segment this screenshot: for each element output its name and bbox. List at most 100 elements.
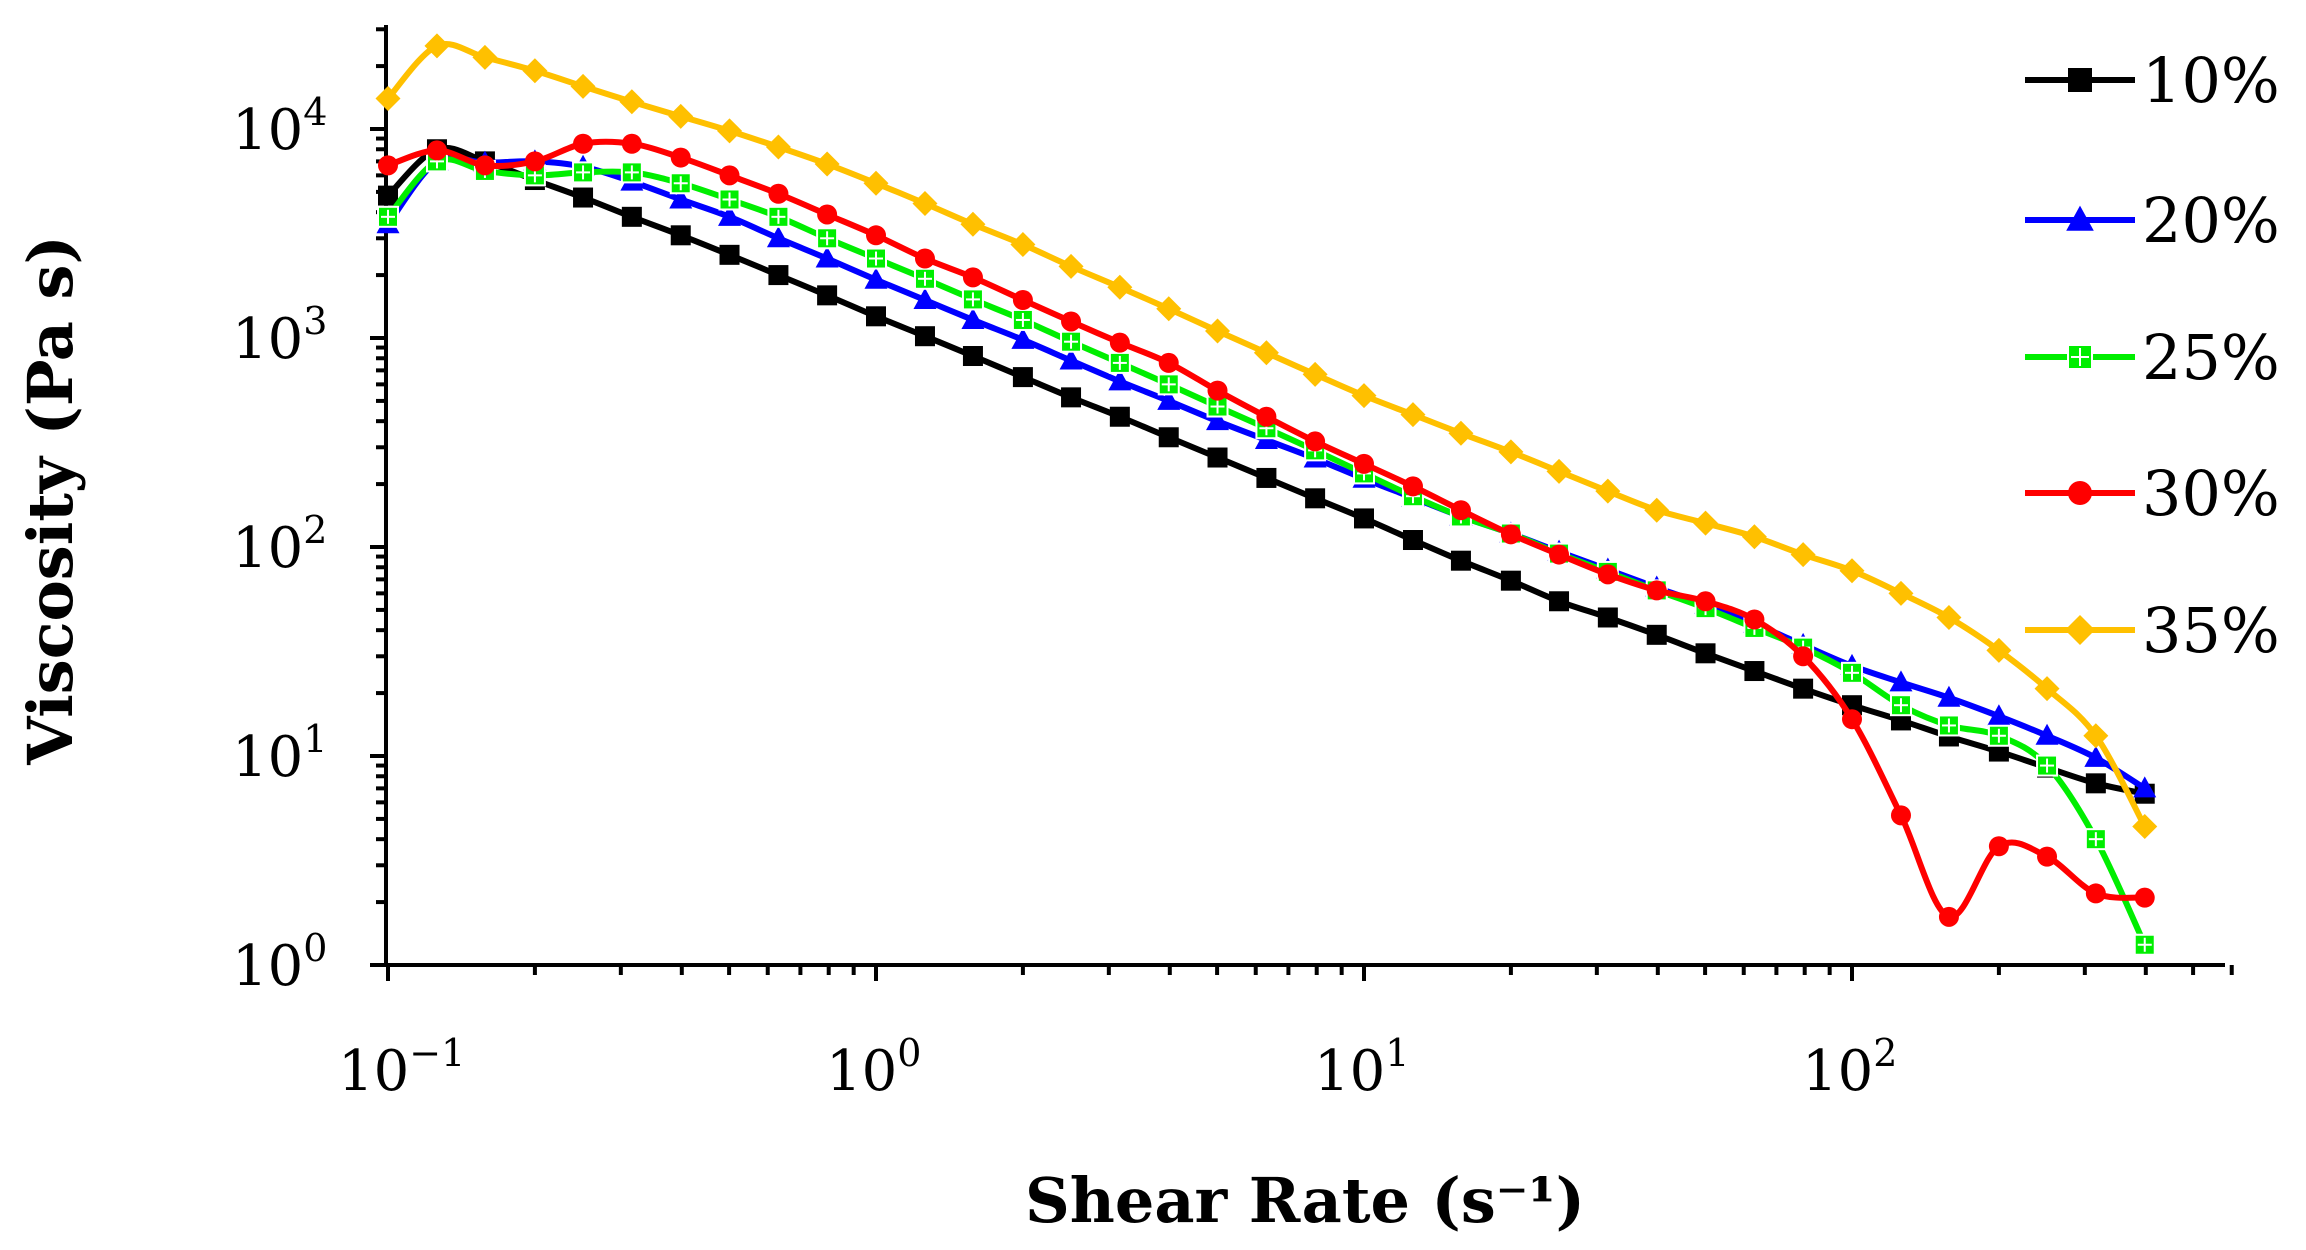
series-10pct-marker (1646, 624, 1667, 645)
series-10pct-marker (1549, 591, 1570, 612)
series-35pct-marker (472, 44, 498, 70)
series-30pct-marker (1354, 453, 1374, 474)
legend-20pct-marker (2066, 205, 2094, 231)
series-35pct-marker (1986, 637, 2012, 663)
series-30pct-marker (378, 155, 398, 176)
series-35pct-marker (1058, 253, 1084, 279)
series-35pct-marker (2083, 723, 2109, 749)
legend-35pct: 35% (2025, 594, 2280, 667)
series-35pct-marker (1156, 296, 1182, 322)
series-35pct-marker (1253, 340, 1279, 366)
series-30pct-marker (1256, 406, 1277, 427)
series-10pct-marker (2085, 773, 2106, 794)
series-20pct-marker (2133, 776, 2157, 798)
series-35pct-marker (1741, 524, 1767, 550)
series-30pct-marker (1988, 836, 2009, 857)
series-30pct-marker (768, 183, 789, 204)
series-20pct-marker (2084, 745, 2108, 767)
series-10pct-marker (914, 326, 935, 347)
series-10pct-marker (1207, 447, 1228, 468)
series-30pct-marker (1890, 805, 1911, 826)
series-30pct-marker (1597, 564, 1618, 585)
series-20pct-marker (1206, 409, 1230, 431)
series-35pct-marker (424, 33, 450, 59)
legend-25pct-label: 25% (2142, 321, 2280, 394)
series-30pct-marker (1158, 352, 1179, 373)
series-10pct-marker (1793, 678, 1814, 699)
series-35pct-marker (1448, 420, 1474, 446)
series-30pct-marker (1842, 709, 1862, 730)
series-30pct-marker (1305, 431, 1326, 452)
axes (384, 25, 2225, 967)
series-10pct-marker (670, 225, 691, 246)
series-30pct-line (387, 138, 2145, 920)
series-30pct-marker (1402, 476, 1423, 497)
series-20pct-marker (1937, 685, 1961, 707)
series-35pct-marker (1693, 510, 1719, 536)
series-20pct-marker (766, 226, 790, 248)
x-tick-label: 10−1 (338, 1031, 465, 1104)
series-30pct-marker (817, 204, 838, 225)
series-10pct-marker (378, 185, 398, 206)
series-35pct-marker (717, 118, 743, 144)
series-35pct-marker (1595, 478, 1621, 504)
legend-30pct-marker (2068, 481, 2092, 505)
series-30pct-marker (1646, 580, 1667, 601)
series-30pct-marker (1744, 609, 1765, 630)
legend: 10% 20% 25% 30% 35% (2025, 44, 2280, 667)
series-30pct-marker (2037, 846, 2058, 867)
series-35pct-marker (1936, 604, 1962, 630)
series-10pct (378, 139, 2155, 804)
series-20pct-marker (913, 287, 937, 309)
series-35pct-marker (2034, 676, 2060, 702)
series-30pct-marker (1695, 591, 1716, 612)
series-10pct-marker (1597, 607, 1618, 628)
legend-35pct-label: 35% (2142, 594, 2280, 667)
legend-10pct-marker (2068, 68, 2092, 92)
series-30pct-marker (1938, 906, 1959, 927)
series-35pct-marker (1546, 458, 1572, 484)
series-30pct-marker (1500, 524, 1521, 545)
series-10pct-marker (1305, 488, 1326, 509)
series-35pct-marker (375, 85, 401, 111)
x-tick-label: 101 (1314, 1031, 1409, 1104)
series-10pct-marker (1256, 467, 1277, 488)
series-35pct-marker (1351, 383, 1377, 409)
y-tick-label: 100 (232, 926, 327, 999)
series-10pct-marker (1695, 643, 1716, 664)
series-30pct-marker (1549, 544, 1570, 565)
series-30pct-marker (670, 147, 691, 168)
series-30pct-marker (1109, 332, 1130, 353)
series-10pct-marker (817, 285, 838, 306)
y-tick-label: 101 (232, 717, 327, 790)
series-35pct-marker (863, 170, 889, 196)
x-axis-title: Shear Rate (s⁻¹) (1025, 1164, 1585, 1237)
series-35pct-marker (1107, 274, 1133, 300)
series-35pct-marker (1205, 318, 1231, 344)
series-35pct-marker (1888, 580, 1914, 606)
series-10pct-marker (1012, 367, 1033, 388)
ticks (370, 27, 2234, 981)
series-20pct-marker (1889, 670, 1913, 692)
series-10pct-marker (621, 206, 642, 227)
series-30pct (378, 133, 2155, 927)
series-20pct-marker (2035, 723, 2059, 745)
series-35pct (375, 33, 2158, 839)
series-35pct-marker (765, 134, 791, 160)
series-30pct-marker (1793, 646, 1814, 667)
series-20pct-marker (1157, 388, 1181, 410)
series-35pct-marker (960, 211, 986, 237)
series-35pct-marker (1839, 558, 1865, 584)
series-35pct-marker (619, 89, 645, 115)
series-35pct-marker (1790, 542, 1816, 568)
series-35pct-marker (570, 73, 596, 99)
x-tick-label: 102 (1802, 1031, 1897, 1104)
series-layer (375, 33, 2158, 956)
series-35pct-marker (1644, 497, 1670, 523)
series-10pct-marker (1402, 530, 1423, 551)
series-35pct-marker (1010, 232, 1036, 258)
series-30pct-marker (1207, 380, 1228, 401)
series-20pct-marker (961, 307, 985, 329)
y-tick-label: 104 (232, 90, 327, 163)
